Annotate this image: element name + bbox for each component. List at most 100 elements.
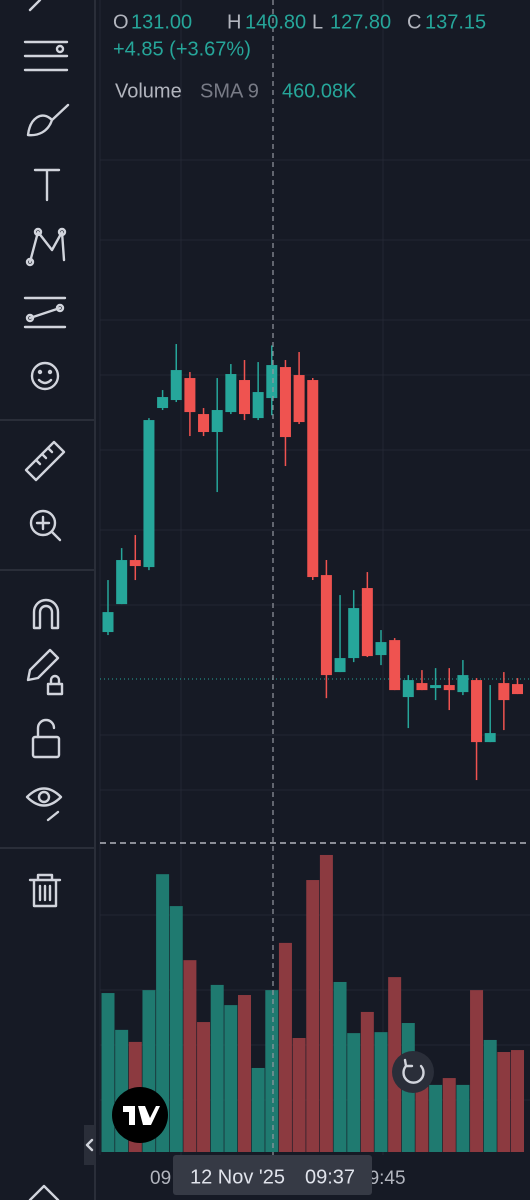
volume-bar [483, 1039, 497, 1152]
logo-button[interactable] [112, 1087, 168, 1143]
volume-name: Volume [115, 80, 182, 102]
tool-ruler[interactable] [24, 440, 66, 482]
volume-bar [360, 1011, 374, 1152]
ohlc-value: 127.80 [330, 11, 391, 33]
volume-bar [306, 880, 320, 1152]
volume-bar [292, 1038, 306, 1152]
toolbar [0, 0, 96, 1200]
candle-body [279, 367, 291, 438]
volume-bar [265, 990, 279, 1152]
volume-bar [101, 993, 115, 1152]
candle-body [307, 380, 319, 578]
volume-bar [456, 1084, 470, 1152]
tool-fib[interactable] [23, 40, 69, 72]
candle-body [457, 675, 469, 693]
volume-bar [251, 1067, 265, 1152]
tool-lock-drawing[interactable] [26, 648, 64, 696]
volume-bar [319, 854, 333, 1152]
ohlc-value: 140.80 [245, 11, 306, 33]
tool-zoom[interactable] [29, 509, 62, 542]
candle-body [211, 410, 223, 433]
candle-body [293, 375, 305, 423]
candle-body [239, 380, 250, 415]
change: +4.85 (+3.67%) [113, 38, 251, 60]
volume-bar [156, 874, 170, 1152]
collapse-icon [85, 1138, 94, 1152]
volume-bar [197, 1022, 211, 1152]
volume-bar [415, 1080, 429, 1152]
candle-body [375, 642, 387, 656]
crosshair-time-box [173, 1155, 372, 1195]
candle-body [198, 414, 210, 433]
volume-bar [169, 906, 183, 1152]
candle-body [116, 560, 128, 605]
volume-bar [347, 1033, 361, 1152]
plot [101, 344, 524, 1152]
volume-bar [374, 1032, 388, 1152]
ohlc-value: 131.00 [131, 11, 192, 33]
tool-forecast[interactable] [23, 296, 67, 329]
volume-bar [224, 1005, 238, 1152]
candle-body [266, 365, 278, 399]
candle-body [102, 612, 114, 633]
candle-body [498, 683, 510, 701]
ohlc-label: O [113, 11, 129, 33]
tool-delete[interactable] [28, 873, 62, 908]
volume-bar [278, 942, 292, 1152]
volume-bar [470, 990, 484, 1152]
candle-body [416, 683, 428, 691]
tool-brush[interactable] [26, 103, 70, 137]
volume-bar [333, 981, 347, 1152]
candle-body [471, 680, 483, 743]
volume-indicator: SMA 9 [200, 80, 259, 102]
candle-body [389, 640, 401, 691]
tool-text[interactable] [33, 168, 61, 202]
tool-emoji[interactable] [30, 361, 60, 391]
candle-body [334, 658, 346, 673]
reset-button[interactable] [392, 1051, 434, 1093]
candle-body [170, 370, 182, 401]
volume-value: 460.08K [282, 80, 357, 102]
ohlc-label: H [227, 11, 241, 33]
candle-body [184, 378, 196, 413]
candle-body [512, 684, 523, 695]
candle-body [225, 374, 237, 413]
candle-body [484, 733, 496, 743]
candle-body [348, 608, 360, 659]
crosshair-time: 09:37 [305, 1166, 355, 1188]
ohlc-value: 137.15 [425, 11, 486, 33]
logo [123, 1106, 160, 1125]
volume-bar [183, 960, 197, 1152]
crosshair-date: 12 Nov '25 [190, 1166, 285, 1188]
time-label: 09 [150, 1168, 171, 1189]
candle-body [129, 560, 141, 567]
candle-body [320, 575, 332, 676]
legend: O 131.00 H 140.80 L 127.80 C 137.15 [113, 11, 486, 33]
tool-more[interactable] [28, 1184, 60, 1200]
tool-lock[interactable] [31, 718, 61, 759]
tool-pattern[interactable] [25, 227, 67, 267]
ohlc-label: L [312, 11, 323, 33]
candle-body [157, 397, 169, 409]
candle-body [443, 685, 455, 691]
volume-bar [511, 1050, 524, 1152]
tool-line[interactable] [28, 0, 42, 12]
tool-magnet[interactable] [32, 598, 60, 630]
candle-body [402, 680, 414, 698]
volume-bar [497, 1052, 511, 1152]
candle-body [430, 685, 442, 689]
candle-body [143, 420, 155, 568]
candle-body [252, 392, 264, 419]
reset-icon [402, 1058, 425, 1084]
ohlc-label: C [407, 11, 421, 33]
tool-visibility[interactable] [25, 787, 63, 822]
volume-bar [442, 1078, 456, 1152]
volume-bar [429, 1084, 443, 1152]
volume-bar [210, 984, 224, 1152]
collapse-tab[interactable] [84, 1125, 95, 1165]
candle-body [361, 588, 373, 657]
volume-bar [238, 995, 251, 1152]
